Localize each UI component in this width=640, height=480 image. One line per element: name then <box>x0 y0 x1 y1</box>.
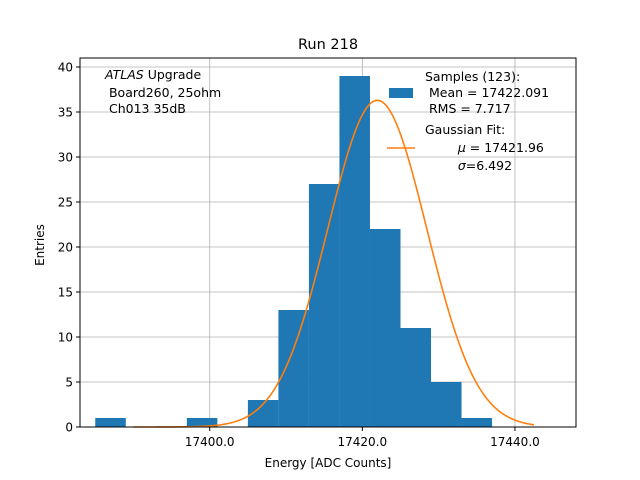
histogram-bar <box>308 184 340 427</box>
histogram-bar <box>339 76 370 427</box>
y-tick-label: 30 <box>58 151 73 165</box>
y-tick-label: 15 <box>58 286 73 300</box>
fit-curve <box>133 99 535 428</box>
legend-fit-sigma-value: =6.492 <box>466 158 512 173</box>
legend-samples-title: Samples (123): <box>425 69 520 84</box>
legend-samples-swatch <box>389 88 413 98</box>
y-tick-label: 0 <box>65 421 73 435</box>
histogram-bar <box>186 418 218 427</box>
y-tick-label: 5 <box>65 376 73 390</box>
x-tick-label: 17400.0 <box>185 435 235 449</box>
histogram-bar <box>400 328 432 427</box>
x-tick-label: 17420.0 <box>338 435 388 449</box>
axes-frame <box>79 57 577 428</box>
histogram-bar <box>95 418 126 427</box>
svg-text:ATLAS Upgrade: ATLAS Upgrade <box>104 67 201 82</box>
legend: Samples (123): Mean = 17422.091 RMS = 7.… <box>387 69 564 173</box>
legend-samples-rms: RMS = 7.717 <box>425 101 511 116</box>
chart-title: Run 218 <box>298 37 358 53</box>
y-axis-label: Entries <box>33 224 47 266</box>
y-tick-label: 20 <box>58 241 73 255</box>
legend-fit-mu-value: = 17421.96 <box>466 140 544 155</box>
histogram-bar <box>278 310 309 427</box>
y-tick-label: 25 <box>58 196 73 210</box>
svg-text:σ=6.492: σ=6.492 <box>430 158 532 173</box>
gaussian-fit <box>133 99 535 428</box>
legend-fit-title: Gaussian Fit: <box>425 122 505 137</box>
annotation-upgrade: Upgrade <box>144 67 202 82</box>
legend-fit-sigma-symbol: σ <box>458 158 467 173</box>
y-tick-label: 35 <box>58 106 73 120</box>
x-tick-label: 17440.0 <box>490 435 540 449</box>
legend-samples-mean: Mean = 17422.091 <box>425 85 549 100</box>
svg-text:μ = 17421.96: μ = 17421.96 <box>430 140 564 155</box>
y-tick-label: 10 <box>58 331 73 345</box>
legend-fit-mu-symbol: μ <box>457 140 466 155</box>
histogram-bar <box>431 382 462 427</box>
x-axis-label: Energy [ADC Counts] <box>265 456 392 470</box>
y-tick-label: 40 <box>58 61 73 75</box>
annotation-atlas: ATLAS <box>104 67 144 82</box>
annotation-text: ATLAS Upgrade Board260, 25ohm Ch013 35dB <box>104 67 221 116</box>
axis-ticks: 17400.0 17420.0 17440.0 0 5 10 15 20 25 30 35 40 <box>58 61 540 450</box>
histogram-bar <box>369 229 401 427</box>
annotation-board: Board260, 25ohm <box>105 85 221 100</box>
histogram-bar <box>461 418 493 427</box>
annotation-channel: Ch013 35dB <box>105 101 186 116</box>
